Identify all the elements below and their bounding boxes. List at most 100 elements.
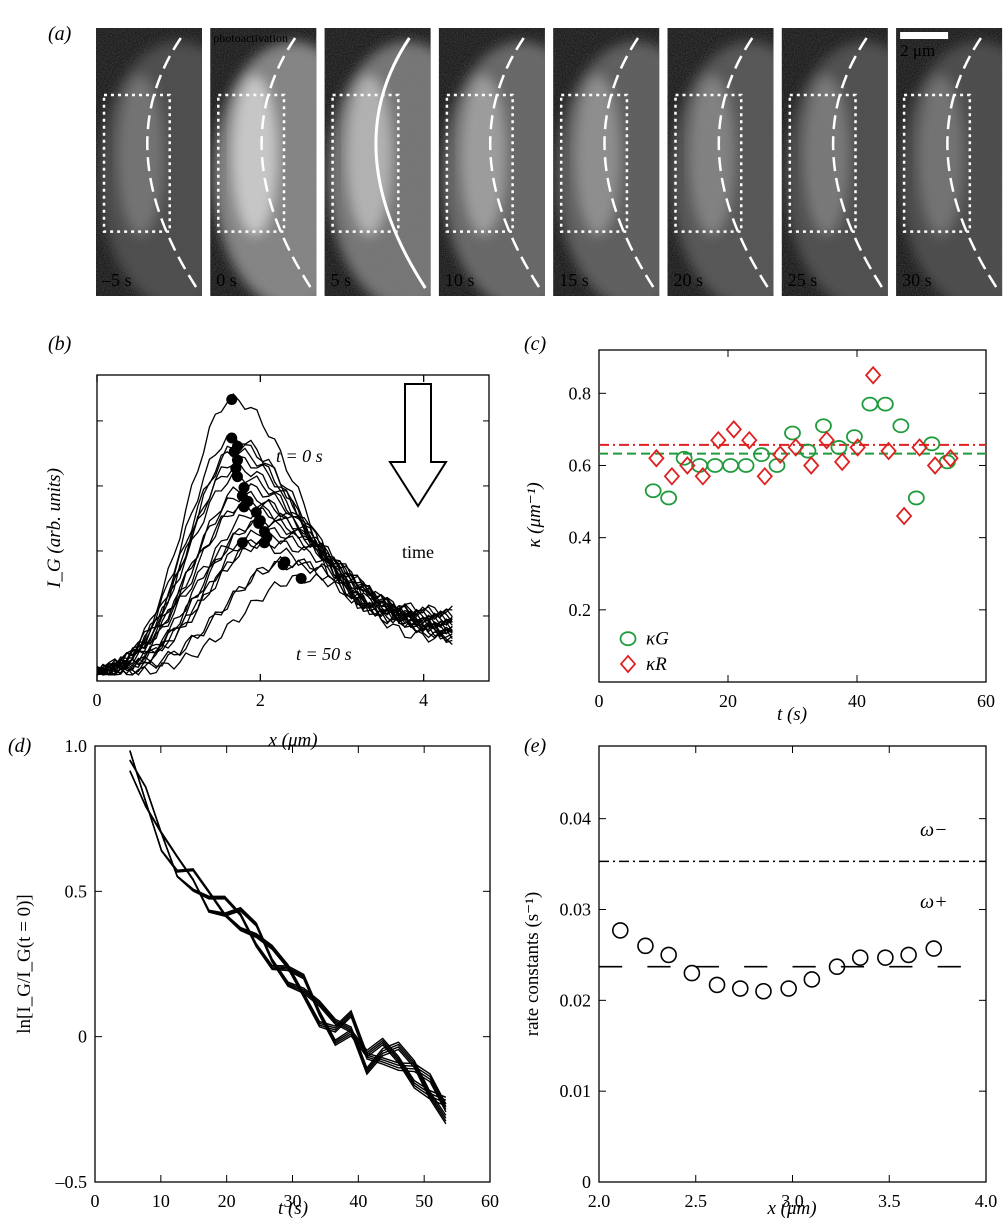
kappa-r-point	[833, 452, 851, 472]
kappa-g-point	[876, 396, 894, 412]
chart-e-points	[611, 922, 943, 1000]
roi-box	[331, 93, 400, 233]
peak-marker	[230, 462, 242, 474]
cell-edge-outline	[374, 37, 427, 289]
chart-d-ylabel: ln[I_G/I_G(t = 0)]	[14, 894, 35, 1033]
rate-constant-point	[660, 946, 677, 964]
chart-e-ylabel: rate constants (s⁻¹)	[522, 892, 543, 1036]
chart-c-points	[644, 365, 959, 526]
kappa-g-point	[675, 450, 693, 466]
y-tick-label: 0	[582, 1172, 591, 1192]
chart-b-x-ticks: 0 2 4	[93, 375, 489, 710]
peak-marker	[295, 572, 307, 584]
cell-edge-outline	[603, 37, 655, 289]
kappa-g-point	[753, 447, 770, 463]
intensity-profile-curve	[96, 490, 453, 675]
micrograph-frame: 20 s	[667, 28, 774, 296]
kappa-g-point	[830, 440, 848, 455]
peak-marker	[277, 559, 289, 571]
rate-constant-point	[900, 946, 917, 964]
peak-marker	[250, 506, 262, 518]
peak-marker	[258, 537, 270, 549]
rate-constant-point	[708, 976, 726, 994]
cell-edge-outline	[831, 37, 884, 289]
kappa-r-point	[864, 365, 882, 385]
chart-c-ticks: 0 20 40 60 0.2 0.4 0.6 0.8	[569, 350, 995, 711]
peak-marker	[253, 517, 265, 529]
scale-bar	[900, 32, 949, 39]
micrograph-frame: 5 s	[324, 28, 431, 296]
cell-edge-outline	[260, 37, 313, 289]
chart-b-frame	[96, 374, 490, 682]
intensity-profile-curve	[96, 444, 453, 675]
rate-constant-point	[683, 964, 701, 982]
peak-marker	[226, 432, 238, 444]
micrograph-frame: 25 s	[781, 28, 888, 296]
kappa-r-point	[926, 456, 944, 475]
intensity-profile-curve	[96, 518, 453, 676]
activated-region	[345, 74, 393, 236]
y-tick-label: –0.5	[55, 1172, 88, 1192]
panel-e-label: (e)	[524, 735, 547, 757]
log-intensity-curve	[129, 760, 447, 1107]
rate-constant-point	[611, 922, 629, 939]
kappa-r-point	[818, 430, 835, 450]
activated-region	[574, 74, 622, 236]
peak-marker	[238, 482, 250, 494]
kappa-r-point	[725, 420, 743, 439]
activated-region	[460, 74, 507, 236]
panel-c-label: (c)	[524, 333, 547, 355]
kappa-r-point	[772, 445, 789, 465]
peak-marker	[228, 446, 240, 458]
legend-label: κG	[646, 629, 669, 650]
peak-marker	[236, 537, 248, 549]
log-intensity-curve	[129, 770, 447, 1116]
rate-constant-point	[851, 949, 869, 966]
y-tick-label: 0.01	[560, 1081, 592, 1101]
intensity-profile-curve	[96, 530, 453, 676]
y-tick-label: 0.02	[560, 990, 592, 1010]
kappa-r-point	[880, 441, 897, 461]
frame-time-label: 10 s	[445, 270, 475, 290]
x-tick-label: 2.0	[588, 1191, 611, 1211]
rate-constant-point	[877, 949, 894, 966]
kappa-g-point	[737, 458, 755, 473]
intensity-profile-curve	[96, 536, 453, 674]
x-tick-label: 3.5	[878, 1191, 901, 1211]
roi-box	[217, 93, 286, 233]
peak-marker	[238, 501, 250, 513]
kappa-r-point	[694, 466, 712, 486]
peak-marker	[231, 454, 243, 466]
x-tick-label: 0	[91, 1191, 100, 1211]
x-tick-label: 4.0	[975, 1191, 998, 1211]
roi-box	[445, 93, 514, 233]
frame-time-label: 5 s	[331, 270, 352, 290]
chart-b-peaks	[226, 393, 307, 584]
kappa-r-point	[895, 506, 913, 526]
kappa-g-point	[722, 458, 739, 473]
log-intensity-curve	[129, 750, 447, 1108]
y-tick-label: 0.03	[560, 900, 592, 920]
x-tick-label: 0	[595, 691, 604, 711]
frame-time-label: –5 s	[101, 270, 132, 290]
micrograph-frame: –5 s	[96, 28, 202, 296]
log-intensity-curve	[129, 770, 447, 1122]
activated-region	[803, 74, 850, 236]
micrograph-frame: 15 s	[553, 28, 660, 296]
y-tick-label: 0.6	[569, 455, 592, 475]
micrograph-frame: 0 s	[210, 28, 317, 296]
x-tick-label: 4	[419, 690, 428, 710]
chart-e-rate-lines	[599, 860, 986, 968]
kappa-r-point	[942, 448, 959, 468]
roi-box	[102, 93, 171, 233]
y-tick-label: 0	[78, 1027, 87, 1047]
panel-a-label: (a)	[48, 23, 72, 45]
kappa-r-point	[803, 456, 820, 475]
chart-b-annotation-t0: t = 0 s	[276, 446, 323, 466]
cell-edge-outline	[946, 37, 998, 289]
rate-constant-point	[780, 980, 797, 997]
kappa-r-point	[849, 438, 866, 457]
x-tick-label: 10	[152, 1191, 170, 1211]
